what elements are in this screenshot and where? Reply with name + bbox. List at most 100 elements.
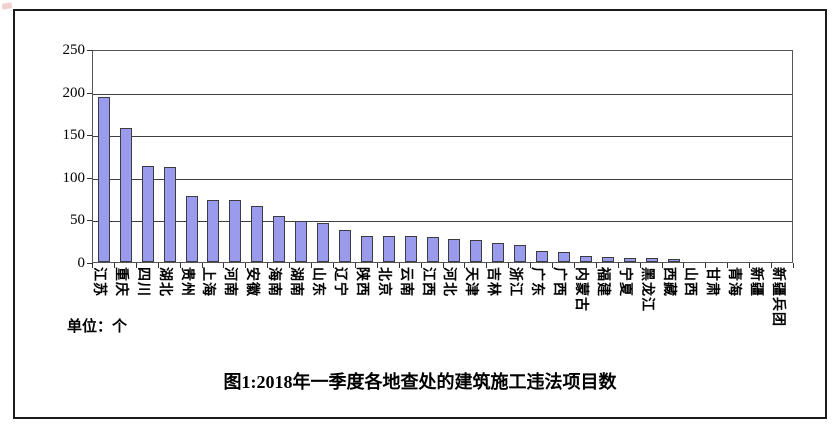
bar xyxy=(623,257,636,262)
x-axis-tick xyxy=(771,263,773,268)
x-axis-label: 天津 xyxy=(463,267,479,297)
x-axis-label: 内蒙古 xyxy=(572,267,588,312)
y-axis-label: 50 xyxy=(70,212,85,229)
gridline xyxy=(93,136,792,138)
x-axis-tick xyxy=(223,263,225,268)
x-axis-tick xyxy=(683,263,685,268)
chart-title: 图1:2018年一季度各地查处的建筑施工违法项目数 xyxy=(223,372,617,392)
x-axis-label: 贵州 xyxy=(178,267,194,297)
chart-frame: 0 50 100 150 200 250 江苏 重庆 四川 湖北 贵州 上海 河南 安徽 海南 湖南 山东 辽宁陕… xyxy=(13,9,827,419)
y-axis-tick xyxy=(87,177,92,179)
x-axis-tick xyxy=(442,263,444,268)
x-axis-tick xyxy=(573,263,575,268)
bar xyxy=(601,256,614,262)
x-axis-label: 山东 xyxy=(310,267,326,297)
x-axis-tick xyxy=(311,263,313,268)
bar xyxy=(141,166,154,262)
x-axis-tick xyxy=(179,263,181,268)
x-axis-label: 新疆兵团 xyxy=(770,267,786,327)
x-axis-label: 陕西 xyxy=(353,267,369,297)
x-axis-label: 北京 xyxy=(375,267,391,297)
y-axis-label: 0 xyxy=(77,255,86,271)
bar xyxy=(382,236,395,262)
y-axis-label: 100 xyxy=(62,169,86,186)
bar xyxy=(404,236,417,262)
y-axis-tick xyxy=(87,135,92,137)
x-axis-tick xyxy=(464,263,466,268)
x-axis-tick xyxy=(354,263,356,268)
x-axis-label: 四川 xyxy=(134,267,150,297)
y-axis-tick xyxy=(87,263,92,264)
bar xyxy=(645,258,658,262)
y-axis-label: 150 xyxy=(62,127,86,144)
x-axis-label: 广东 xyxy=(529,267,545,297)
x-axis-tick xyxy=(508,263,510,268)
x-axis-label: 吉林 xyxy=(485,267,501,297)
bar xyxy=(338,230,351,262)
x-axis-label: 福建 xyxy=(594,267,610,297)
bar xyxy=(426,237,439,262)
x-axis-label: 云南 xyxy=(397,267,413,297)
x-axis-tick xyxy=(420,263,422,268)
bar xyxy=(229,199,242,262)
x-axis-label: 重庆 xyxy=(112,267,128,297)
plot-area xyxy=(92,50,793,263)
gridline xyxy=(93,93,792,95)
x-axis-label: 安徽 xyxy=(244,267,260,297)
bar xyxy=(207,199,220,262)
x-axis-tick xyxy=(157,263,159,268)
x-axis-tick xyxy=(332,263,334,268)
x-axis-tick xyxy=(201,263,203,268)
x-axis-label: 西藏 xyxy=(660,267,676,297)
y-axis-label: 250 xyxy=(62,42,86,58)
gridline xyxy=(93,178,792,180)
x-axis-tick xyxy=(727,263,729,268)
x-axis-label: 辽宁 xyxy=(331,267,347,297)
y-axis-tick xyxy=(87,50,92,51)
x-axis-tick xyxy=(267,263,269,268)
bar xyxy=(667,259,680,262)
x-axis-label: 河南 xyxy=(222,267,238,297)
x-axis-label: 湖南 xyxy=(288,267,304,297)
bar xyxy=(97,96,110,262)
unit-label: 单位：个 xyxy=(67,319,128,335)
x-axis-tick xyxy=(705,263,707,268)
bar xyxy=(492,243,505,262)
x-axis-label: 宁夏 xyxy=(616,267,632,297)
x-axis-tick xyxy=(749,263,751,268)
x-axis-tick xyxy=(486,263,488,268)
x-axis-tick xyxy=(245,263,247,268)
bar xyxy=(579,255,592,262)
x-axis-tick xyxy=(113,263,115,268)
x-axis-label: 湖北 xyxy=(156,267,172,297)
bar xyxy=(448,238,461,262)
x-axis-tick xyxy=(552,263,554,268)
x-axis-tick xyxy=(530,263,532,268)
bar xyxy=(251,206,264,262)
x-axis-tick xyxy=(135,263,137,268)
y-axis-label: 200 xyxy=(62,84,86,101)
x-axis-label: 江苏 xyxy=(90,267,106,297)
bar xyxy=(514,244,527,262)
gridline xyxy=(93,221,792,223)
x-axis-label: 黑龙江 xyxy=(638,267,654,312)
x-axis-label: 浙江 xyxy=(507,267,523,297)
bar xyxy=(360,236,373,262)
x-axis-tick xyxy=(398,263,400,268)
x-axis-label: 甘肃 xyxy=(704,267,720,297)
bar xyxy=(536,250,549,262)
x-axis-tick xyxy=(793,263,794,268)
y-axis-tick xyxy=(87,220,92,222)
x-axis-label: 广西 xyxy=(550,267,566,297)
x-axis-label: 上海 xyxy=(200,267,216,297)
bar xyxy=(185,196,198,262)
x-axis-tick xyxy=(661,263,663,268)
bar xyxy=(273,215,286,262)
y-axis-tick xyxy=(87,92,92,94)
bar xyxy=(470,239,483,262)
x-axis-tick xyxy=(595,263,597,268)
x-axis-tick xyxy=(92,263,93,268)
x-axis-label: 山西 xyxy=(682,267,698,297)
x-axis-tick xyxy=(289,263,291,268)
